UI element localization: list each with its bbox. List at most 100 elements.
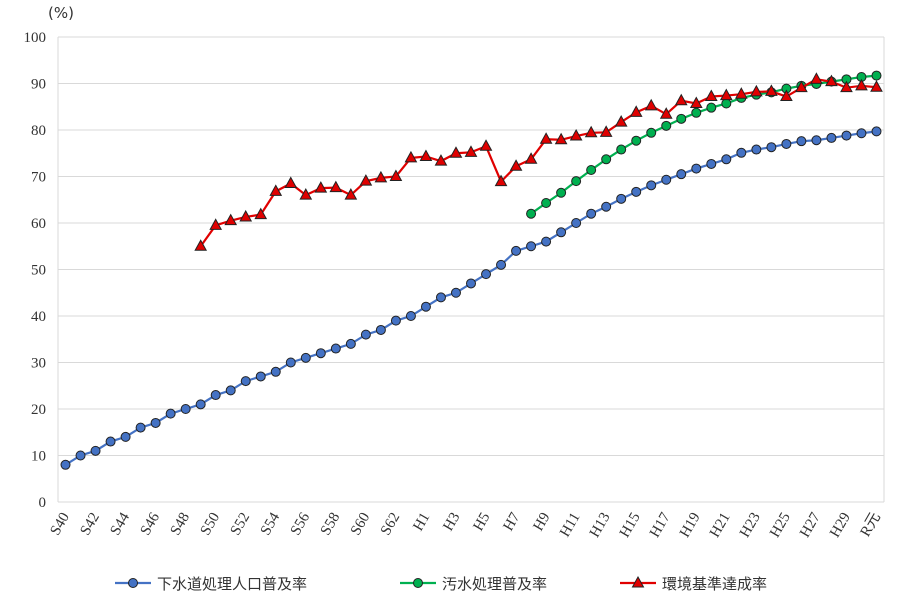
triangle-marker [269,184,283,196]
triangle-marker [524,152,538,164]
x-tick-label: S62 [378,510,404,538]
triangle-marker [870,80,883,92]
circle-marker [420,301,431,312]
circle-marker [766,142,777,153]
x-tick-label: H11 [557,510,583,540]
x-tick-label: H27 [797,510,824,541]
triangle-marker [614,115,628,127]
y-tick-label: 10 [31,449,46,465]
circle-marker [571,218,582,228]
triangle-marker [554,132,568,145]
triangle-marker [644,98,658,111]
x-tick-label: S56 [288,510,314,539]
triangle-marker [299,188,313,200]
x-tick-label: S52 [228,510,254,538]
circle-marker [405,311,416,321]
circle-marker [811,135,822,146]
triangle-marker [840,80,853,93]
y-tick-label: 0 [39,495,47,511]
circle-marker [646,180,657,191]
circle-marker [601,154,612,165]
triangle-marker [239,209,253,222]
series-line [199,78,877,247]
circle-marker [556,187,567,198]
y-tick-label: 40 [31,309,46,325]
triangle-marker [389,169,403,181]
circle-marker [871,126,882,137]
circle-marker [270,366,281,377]
x-tick-label: H3 [440,510,463,534]
x-tick-label: S44 [108,510,134,539]
triangle-marker [419,149,433,162]
triangle-marker [254,207,268,220]
circle-marker [210,390,221,401]
circle-marker [90,445,101,456]
x-tick-label: S54 [258,510,284,539]
circle-marker [360,329,371,340]
circle-marker [661,174,672,185]
triangle-marker [509,159,523,171]
x-tick-label: H25 [767,510,794,540]
x-tick-label: S40 [47,510,73,538]
circle-marker [255,371,266,382]
circle-marker [375,324,386,335]
triangle-marker [314,181,328,193]
x-tick-label: H15 [617,510,644,540]
circle-marker [676,169,687,180]
triangle-marker [704,89,718,102]
legend-label: 汚水処理普及率 [442,575,547,593]
x-tick-label: R元 [858,510,884,540]
circle-marker [435,292,446,303]
triangle-marker [464,145,478,157]
y-tick-label: 70 [31,170,46,186]
triangle-marker [855,78,868,91]
y-tick-label: 20 [31,402,46,418]
circle-marker [661,120,672,131]
triangle-marker [780,89,793,102]
legend-label: 下水道処理人口普及率 [157,575,307,593]
circle-marker [586,164,597,175]
x-tick-label: H7 [500,510,523,534]
triangle-marker [194,239,208,251]
triangle-marker [674,93,688,106]
triangle-marker [479,139,493,151]
circle-marker [616,144,627,155]
circle-marker [856,128,867,139]
series [526,70,882,219]
triangle-marker [719,88,733,101]
circle-marker [541,198,552,209]
circle-marker [631,186,642,197]
triangle-marker [810,72,823,84]
x-tick-label: S42 [77,510,103,538]
circle-marker [721,154,732,165]
circle-marker [781,138,792,149]
triangle-marker [209,218,223,230]
x-tick-label: H29 [827,510,854,540]
circle-marker [826,132,837,143]
triangle-marker [659,107,673,119]
circle-marker [135,422,146,433]
triangle-marker [224,213,238,226]
y-tick-label: 50 [31,263,46,279]
legend-marker [128,578,138,588]
x-tick-label: H17 [647,510,674,541]
circle-marker [496,259,507,270]
y-tick-label: 60 [31,216,46,232]
circle-marker [526,208,537,219]
triangle-marker [329,180,343,193]
triangle-marker [584,125,598,138]
circle-marker [691,107,702,118]
circle-marker [721,98,732,109]
circle-marker [871,70,882,81]
circle-marker [285,357,296,368]
circle-marker [195,399,206,410]
circle-marker [646,127,657,138]
triangle-marker [359,174,373,186]
x-tick-label: S50 [198,510,224,538]
x-tick-label: H19 [677,510,704,540]
circle-marker [631,135,642,146]
circle-marker [225,385,236,396]
circle-marker [60,459,71,470]
legend-label: 環境基準達成率 [662,575,767,593]
